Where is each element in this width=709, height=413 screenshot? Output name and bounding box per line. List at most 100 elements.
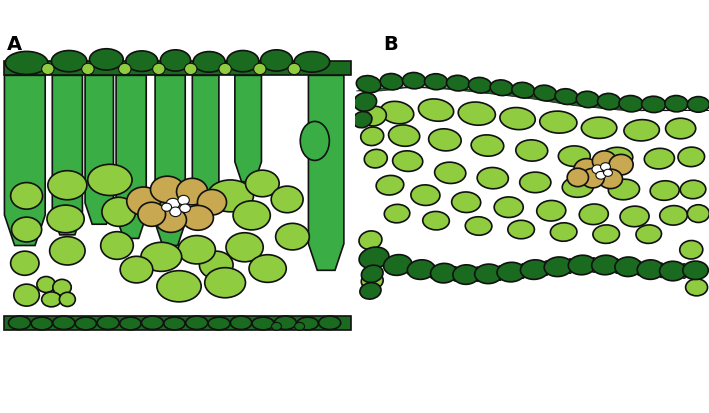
Polygon shape: [235, 75, 262, 182]
Ellipse shape: [601, 163, 610, 171]
Ellipse shape: [474, 267, 481, 282]
Ellipse shape: [184, 63, 197, 75]
Ellipse shape: [361, 127, 384, 145]
Ellipse shape: [102, 197, 135, 226]
Ellipse shape: [42, 63, 54, 75]
Ellipse shape: [207, 180, 254, 212]
Ellipse shape: [359, 247, 389, 269]
Ellipse shape: [637, 260, 664, 279]
Ellipse shape: [603, 169, 613, 176]
Ellipse shape: [574, 159, 599, 180]
Ellipse shape: [364, 150, 387, 168]
Ellipse shape: [683, 261, 708, 280]
Ellipse shape: [389, 125, 420, 146]
Ellipse shape: [471, 135, 503, 156]
Ellipse shape: [50, 237, 85, 265]
Ellipse shape: [362, 265, 383, 282]
Ellipse shape: [380, 74, 403, 90]
Ellipse shape: [60, 292, 75, 306]
Ellipse shape: [403, 73, 425, 89]
Ellipse shape: [197, 190, 227, 215]
Polygon shape: [85, 75, 113, 224]
Ellipse shape: [452, 266, 459, 281]
Ellipse shape: [170, 207, 182, 216]
Ellipse shape: [598, 93, 620, 110]
Polygon shape: [4, 61, 351, 75]
Polygon shape: [116, 75, 146, 238]
Ellipse shape: [458, 102, 496, 125]
Ellipse shape: [429, 129, 461, 151]
Ellipse shape: [681, 263, 688, 278]
Ellipse shape: [430, 263, 457, 283]
Ellipse shape: [376, 176, 403, 195]
Ellipse shape: [500, 107, 535, 130]
Ellipse shape: [592, 165, 603, 174]
Ellipse shape: [496, 266, 503, 280]
Ellipse shape: [42, 292, 61, 307]
Ellipse shape: [9, 316, 30, 330]
Ellipse shape: [658, 263, 665, 278]
Ellipse shape: [425, 74, 447, 90]
Ellipse shape: [423, 211, 450, 230]
Ellipse shape: [82, 63, 94, 75]
Ellipse shape: [687, 205, 709, 223]
Ellipse shape: [429, 264, 436, 279]
Ellipse shape: [516, 140, 547, 161]
Ellipse shape: [120, 317, 141, 330]
Ellipse shape: [660, 206, 687, 225]
Ellipse shape: [411, 185, 440, 205]
Ellipse shape: [624, 120, 659, 141]
Ellipse shape: [543, 261, 549, 275]
Ellipse shape: [418, 99, 454, 121]
Ellipse shape: [182, 205, 213, 230]
Ellipse shape: [681, 180, 705, 199]
Ellipse shape: [636, 261, 642, 275]
Ellipse shape: [566, 259, 574, 273]
Ellipse shape: [598, 169, 623, 189]
Ellipse shape: [319, 316, 341, 330]
Ellipse shape: [596, 171, 605, 179]
Ellipse shape: [384, 204, 410, 223]
Ellipse shape: [613, 259, 620, 273]
Ellipse shape: [452, 192, 481, 213]
Ellipse shape: [490, 80, 513, 95]
Ellipse shape: [352, 112, 372, 128]
Ellipse shape: [540, 111, 577, 133]
Ellipse shape: [469, 77, 491, 93]
Text: B: B: [383, 35, 398, 54]
Ellipse shape: [579, 204, 608, 225]
Ellipse shape: [227, 50, 259, 72]
Ellipse shape: [254, 63, 266, 75]
Ellipse shape: [118, 63, 131, 75]
Ellipse shape: [593, 151, 617, 171]
Ellipse shape: [245, 170, 279, 197]
Ellipse shape: [177, 178, 208, 205]
Ellipse shape: [619, 95, 643, 112]
Ellipse shape: [51, 50, 86, 72]
Ellipse shape: [178, 195, 189, 205]
Ellipse shape: [37, 277, 55, 292]
Ellipse shape: [11, 183, 43, 209]
Ellipse shape: [138, 202, 166, 226]
Ellipse shape: [453, 265, 479, 284]
Ellipse shape: [276, 223, 309, 250]
Polygon shape: [356, 87, 709, 111]
Ellipse shape: [581, 117, 617, 138]
Ellipse shape: [550, 223, 577, 241]
Ellipse shape: [576, 91, 599, 108]
Ellipse shape: [193, 52, 225, 72]
Ellipse shape: [559, 146, 590, 166]
Ellipse shape: [408, 260, 435, 279]
Ellipse shape: [155, 208, 186, 233]
Ellipse shape: [53, 316, 75, 330]
Ellipse shape: [297, 317, 318, 330]
Ellipse shape: [178, 235, 216, 264]
Polygon shape: [192, 75, 219, 217]
Ellipse shape: [6, 51, 48, 74]
Ellipse shape: [650, 181, 679, 200]
Ellipse shape: [89, 49, 123, 70]
Ellipse shape: [687, 97, 709, 112]
Ellipse shape: [88, 164, 132, 195]
Polygon shape: [308, 75, 344, 271]
Polygon shape: [155, 75, 185, 245]
